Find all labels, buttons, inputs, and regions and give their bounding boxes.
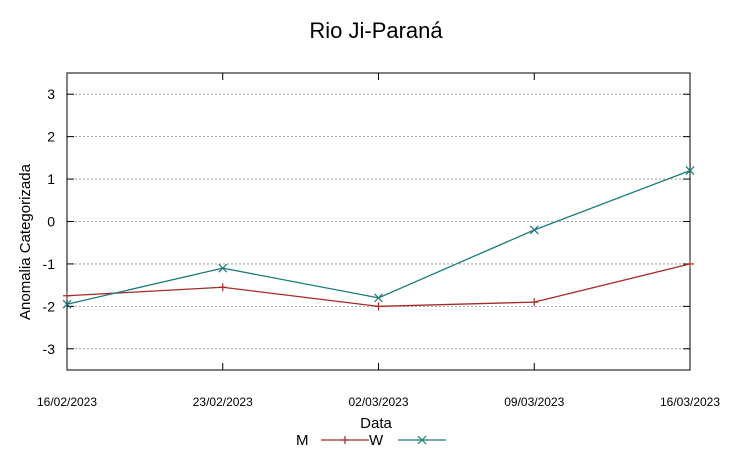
y-tick-label: -2 xyxy=(43,298,56,314)
y-tick-label: -3 xyxy=(43,341,56,357)
x-axis-label: Data xyxy=(360,415,392,432)
y-tick-label: -1 xyxy=(43,256,56,272)
data-point xyxy=(374,302,383,311)
data-point xyxy=(374,293,383,303)
legend-label-M: M xyxy=(296,432,309,449)
y-tick-label: 2 xyxy=(47,129,55,145)
data-point xyxy=(686,259,694,268)
data-point xyxy=(341,436,349,444)
y-tick-label: 0 xyxy=(47,214,55,230)
grid-lines xyxy=(67,93,690,350)
x-axis-ticks: 16/02/2023 23/02/2023 02/03/2023 09/03/2023… xyxy=(37,73,720,409)
x-tick-label: 02/03/2023 xyxy=(348,395,408,409)
y-axis-ticks: 3 2 1 0 -1 -2 -3 xyxy=(43,86,690,357)
x-tick-label: 09/03/2023 xyxy=(504,395,564,409)
data-point xyxy=(62,299,72,309)
y-axis-label: Anomalia Categorizada xyxy=(17,163,34,320)
series-layer xyxy=(62,166,695,311)
data-point xyxy=(530,298,539,307)
series-line-M xyxy=(66,263,691,308)
data-point xyxy=(529,225,539,235)
series-line-W xyxy=(66,169,691,305)
data-point xyxy=(685,166,695,176)
y-tick-label: 3 xyxy=(47,86,55,102)
data-point xyxy=(63,291,71,300)
y-tick-label: 1 xyxy=(47,171,55,187)
data-point xyxy=(218,263,228,273)
chart-title: Rio Ji-Paraná xyxy=(309,18,443,43)
data-point xyxy=(417,435,427,445)
legend-label-W: W xyxy=(369,432,384,449)
x-tick-label: 16/03/2023 xyxy=(660,395,720,409)
x-tick-label: 16/02/2023 xyxy=(37,395,97,409)
data-point xyxy=(218,283,227,292)
x-tick-label: 23/02/2023 xyxy=(193,395,253,409)
